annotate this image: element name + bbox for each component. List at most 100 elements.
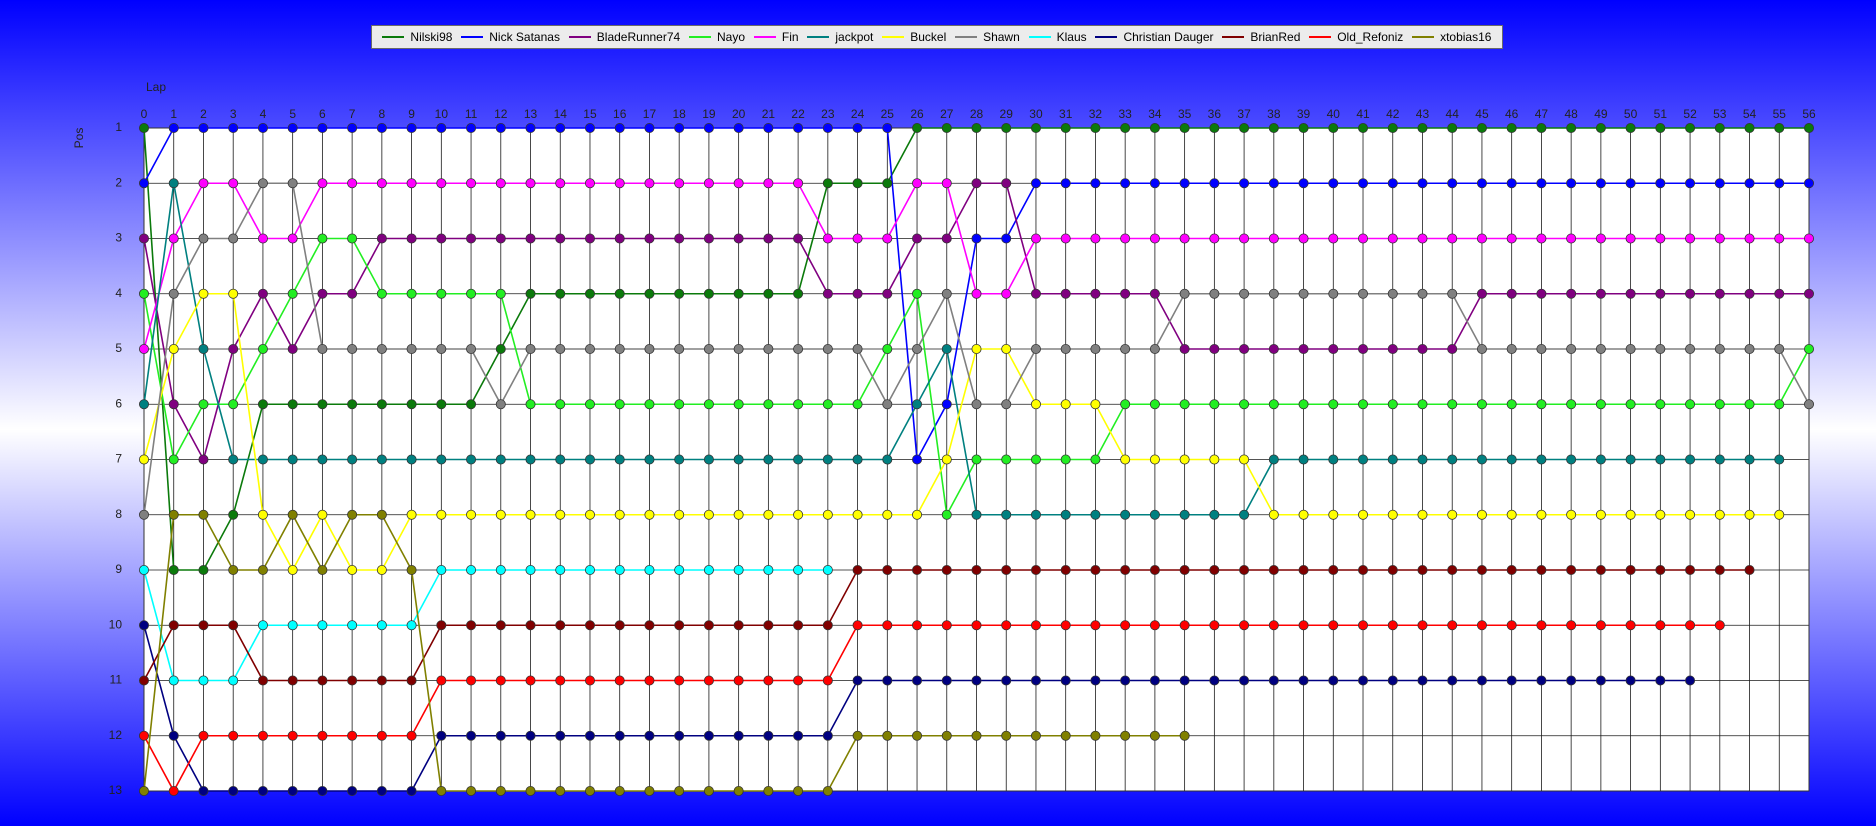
x-tick-label: 45 [1475,107,1489,121]
data-point [1804,288,1815,299]
data-point [1417,509,1428,520]
data-point [1566,343,1577,354]
data-point [674,620,685,631]
data-point [882,178,893,189]
data-point [1179,454,1190,465]
data-point [198,786,209,797]
x-tick-label: 49 [1594,107,1608,121]
legend-label: Buckel [910,30,947,44]
data-point [614,454,625,465]
data-point [1179,565,1190,576]
data-point [941,399,952,410]
data-point [317,288,328,299]
data-point [912,454,923,465]
data-point [257,730,268,741]
data-point [466,509,477,520]
data-point [525,288,536,299]
data-point [822,620,833,631]
data-point [852,123,863,134]
data-point [822,675,833,686]
data-point [1387,288,1398,299]
data-point [1804,233,1815,244]
data-point [1090,233,1101,244]
data-point [733,786,744,797]
data-point [1298,178,1309,189]
data-point [1358,343,1369,354]
data-point [168,343,179,354]
data-point [1595,454,1606,465]
legend-item: Shawn [955,30,1020,44]
data-point [1774,399,1785,410]
x-tick-label: 31 [1059,107,1073,121]
x-tick-label: 11 [465,107,478,121]
data-point [1625,233,1636,244]
data-point [1804,399,1815,410]
data-point [1358,288,1369,299]
data-point [912,509,923,520]
x-tick-label: 41 [1356,107,1370,121]
data-point [495,786,506,797]
data-point [822,786,833,797]
data-point [1476,620,1487,631]
data-point [1268,454,1279,465]
data-point [495,509,506,520]
data-point [644,675,655,686]
data-point [317,509,328,520]
legend-label: Nilski98 [410,30,453,44]
data-point [1209,675,1220,686]
data-point [257,399,268,410]
data-point [138,288,149,299]
data-point [1655,675,1666,686]
data-point [138,233,149,244]
data-point [138,454,149,465]
data-point [1120,730,1131,741]
x-tick-label: 18 [672,107,686,121]
data-point [228,675,239,686]
legend-item: Nilski98 [382,30,452,44]
x-axis-title: Lap [146,80,166,94]
data-point [1209,288,1220,299]
data-point [347,288,358,299]
data-point [168,178,179,189]
data-point [703,565,714,576]
data-point [1417,620,1428,631]
data-point [406,343,417,354]
data-point [495,343,506,354]
legend-swatch [955,36,978,38]
x-tick-label: 36 [1208,107,1222,121]
data-point [1149,509,1160,520]
data-point [1447,178,1458,189]
data-point [614,399,625,410]
data-point [436,509,447,520]
data-point [1476,454,1487,465]
data-point [763,399,774,410]
data-point [1001,399,1012,410]
data-point [1387,620,1398,631]
data-point [1120,620,1131,631]
data-point [941,620,952,631]
data-point [852,233,863,244]
data-point [733,399,744,410]
data-point [941,343,952,354]
data-point [495,620,506,631]
data-point [525,620,536,631]
data-point [228,178,239,189]
data-point [674,565,685,576]
data-point [1328,233,1339,244]
data-point [376,786,387,797]
data-point [1506,399,1517,410]
data-point [1239,123,1250,134]
data-point [1090,565,1101,576]
data-point [228,565,239,576]
data-point [1566,288,1577,299]
data-point [1387,233,1398,244]
data-point [793,233,804,244]
x-tick-label: 30 [1029,107,1043,121]
data-point [1387,343,1398,354]
data-point [703,620,714,631]
data-point [317,399,328,410]
data-point [971,288,982,299]
data-point [1001,178,1012,189]
data-point [347,730,358,741]
data-point [674,178,685,189]
